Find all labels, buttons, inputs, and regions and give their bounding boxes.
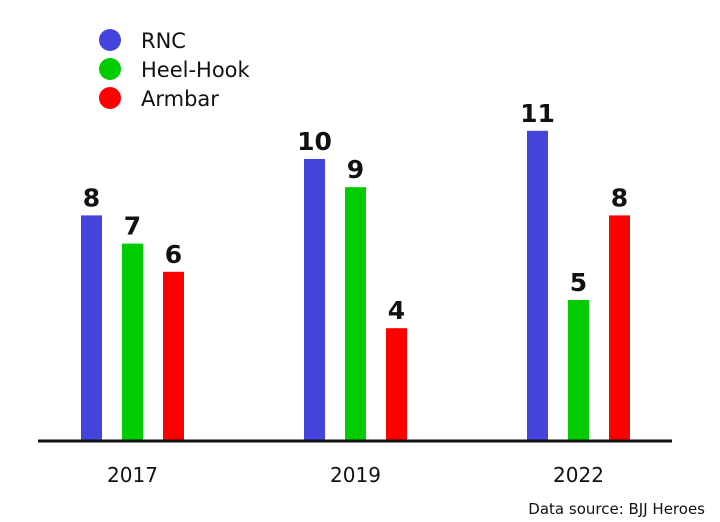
x-tick-label-2022: 2022 (553, 463, 604, 487)
bar-heel-hook-2017 (122, 243, 143, 441)
x-tick-label-2019: 2019 (330, 463, 381, 487)
legend-label-armbar: Armbar (141, 87, 219, 111)
value-label-armbar-2017: 6 (165, 240, 182, 269)
value-label-heel-hook-2017: 7 (124, 212, 141, 241)
bar-heel-hook-2019 (345, 187, 366, 441)
value-label-heel-hook-2019: 9 (347, 155, 364, 184)
value-label-heel-hook-2022: 5 (570, 268, 587, 297)
value-label-armbar-2019: 4 (388, 296, 405, 325)
value-label-rnc-2022: 11 (520, 99, 555, 128)
value-label-rnc-2019: 10 (297, 127, 332, 156)
bar-armbar-2017 (163, 271, 184, 441)
bar-rnc-2019 (304, 159, 325, 441)
x-tick-labels: 2017 2019 2022 (107, 463, 604, 487)
bar-armbar-2019 (386, 328, 407, 441)
legend-label-rnc: RNC (141, 29, 186, 53)
legend-label-heel-hook: Heel-Hook (141, 58, 251, 82)
value-label-armbar-2022: 8 (611, 183, 628, 212)
bars-group (81, 130, 630, 442)
data-source-note: Data source: BJJ Heroes (528, 500, 705, 518)
legend: RNC Heel-Hook Armbar (99, 29, 251, 111)
bar-armbar-2022 (609, 215, 630, 441)
legend-marker-armbar (99, 87, 121, 109)
bar-rnc-2022 (527, 130, 548, 442)
legend-marker-rnc (99, 29, 121, 51)
value-label-rnc-2017: 8 (83, 183, 100, 212)
bar-rnc-2017 (81, 215, 102, 441)
x-tick-label-2017: 2017 (107, 463, 158, 487)
legend-marker-heel-hook (99, 58, 121, 80)
bar-heel-hook-2022 (568, 300, 589, 441)
